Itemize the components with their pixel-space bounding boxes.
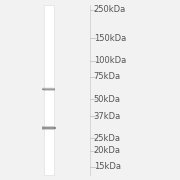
Bar [42, 127, 56, 128]
Text: 15kDa: 15kDa [94, 162, 121, 171]
Bar [42, 129, 55, 130]
Bar [42, 88, 55, 89]
Text: 25kDa: 25kDa [94, 134, 121, 143]
Text: 100kDa: 100kDa [94, 56, 126, 65]
Bar [43, 87, 54, 88]
Bar [44, 5, 54, 175]
Text: 250kDa: 250kDa [94, 5, 126, 14]
Bar [42, 128, 55, 129]
Text: 150kDa: 150kDa [94, 34, 126, 43]
Bar [42, 126, 55, 127]
Text: 20kDa: 20kDa [94, 146, 121, 155]
Bar [42, 90, 55, 91]
Text: 75kDa: 75kDa [94, 72, 121, 81]
Text: 50kDa: 50kDa [94, 95, 121, 104]
Text: 37kDa: 37kDa [94, 112, 121, 121]
Bar [42, 89, 55, 90]
